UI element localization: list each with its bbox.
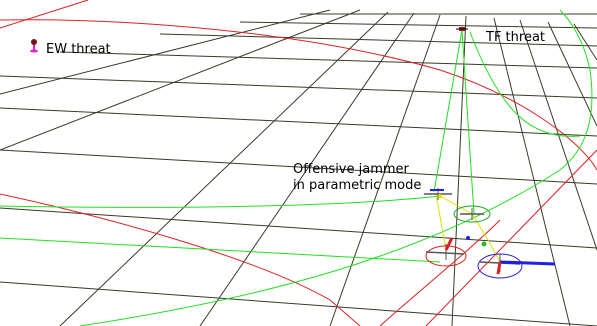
ground-grid — [0, 9, 597, 326]
aircraft-icon[interactable] — [424, 188, 452, 200]
ew-threat-label: EW threat — [46, 42, 111, 57]
ew-threat-marker-icon[interactable] — [30, 39, 38, 53]
aircraft-icon[interactable] — [460, 208, 484, 220]
waypoint-marker — [466, 236, 470, 240]
aircraft-icon[interactable] — [425, 237, 465, 260]
waypoint-marker — [481, 241, 487, 247]
green-tracks — [0, 9, 593, 326]
jammer-label-line2: in parametric mode — [293, 178, 422, 193]
tf-threat-marker-icon[interactable] — [456, 27, 468, 31]
jammer-label-line1: Offensive jammer — [293, 162, 409, 177]
tf-threat-label: TF threat — [486, 30, 546, 45]
waypoint-marker — [438, 194, 442, 198]
aircraft-icon[interactable] — [479, 254, 556, 275]
